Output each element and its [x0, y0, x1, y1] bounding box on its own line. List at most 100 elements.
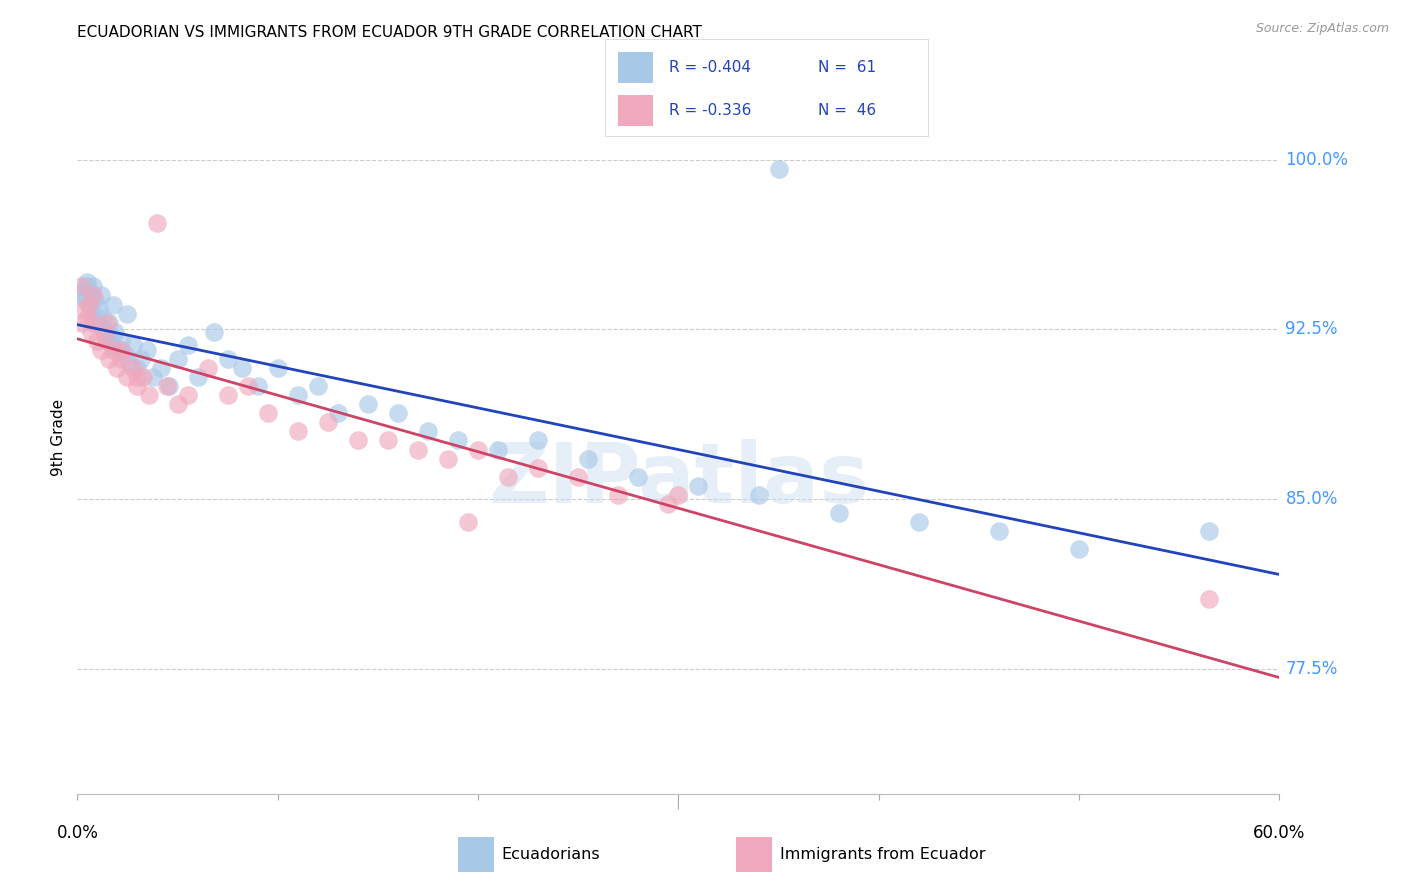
Point: [627, 469, 650, 483]
Point: [357, 397, 380, 411]
Point: [156, 379, 179, 393]
Text: 100.0%: 100.0%: [1285, 151, 1348, 169]
Point: [98, 351, 121, 366]
Point: [90, 343, 112, 357]
Point: [159, 379, 181, 393]
Point: [132, 370, 155, 384]
Point: [76, 279, 98, 293]
Point: [70, 279, 93, 293]
Point: [110, 343, 132, 357]
Point: [527, 434, 550, 448]
Point: [316, 415, 339, 429]
Text: 0.0%: 0.0%: [56, 824, 98, 842]
Point: [176, 388, 198, 402]
Point: [217, 351, 239, 366]
Point: [146, 216, 169, 230]
Bar: [737, 838, 772, 871]
Point: [110, 334, 132, 348]
Point: [447, 434, 470, 448]
Point: [75, 293, 97, 307]
Text: 60.0%: 60.0%: [1253, 824, 1306, 842]
Point: [287, 388, 309, 402]
Bar: [617, 95, 652, 126]
Point: [176, 338, 198, 352]
Point: [86, 316, 108, 330]
Point: [96, 334, 118, 348]
Point: [256, 406, 278, 420]
Point: [94, 329, 117, 343]
Point: [80, 325, 103, 339]
Point: [267, 361, 290, 376]
Point: [908, 515, 931, 529]
Point: [70, 288, 93, 302]
Point: [657, 497, 679, 511]
Point: [98, 316, 121, 330]
Point: [114, 347, 136, 361]
Point: [287, 425, 309, 439]
Point: [96, 316, 118, 330]
Point: [231, 361, 253, 376]
Point: [104, 325, 127, 339]
Point: [76, 275, 98, 289]
Point: [1069, 542, 1091, 557]
Point: [828, 506, 851, 520]
Point: [457, 515, 479, 529]
Point: [668, 488, 690, 502]
Point: [377, 434, 399, 448]
Point: [307, 379, 329, 393]
Point: [567, 469, 589, 483]
Point: [127, 379, 149, 393]
Point: [122, 361, 145, 376]
Point: [236, 379, 259, 393]
Point: [131, 351, 153, 366]
Point: [122, 338, 145, 352]
Point: [527, 460, 550, 475]
Point: [82, 307, 104, 321]
Point: [72, 284, 94, 298]
Point: [75, 302, 97, 317]
Text: 92.5%: 92.5%: [1285, 320, 1339, 338]
Text: ZIPatlas: ZIPatlas: [488, 440, 869, 520]
Point: [103, 343, 125, 357]
Point: [150, 361, 173, 376]
Point: [79, 297, 101, 311]
Point: [387, 406, 409, 420]
Point: [748, 488, 770, 502]
Point: [326, 406, 349, 420]
Text: 85.0%: 85.0%: [1285, 491, 1339, 508]
Text: Immigrants from Ecuador: Immigrants from Ecuador: [780, 847, 986, 862]
Point: [117, 370, 139, 384]
Point: [197, 361, 219, 376]
Point: [118, 356, 141, 370]
Point: [94, 325, 117, 339]
Point: [142, 370, 165, 384]
Point: [103, 297, 125, 311]
Point: [202, 325, 225, 339]
Y-axis label: 9th Grade: 9th Grade: [51, 399, 66, 475]
Point: [1198, 592, 1220, 607]
Point: [103, 338, 125, 352]
Point: [79, 297, 101, 311]
Point: [688, 479, 710, 493]
Bar: [458, 838, 494, 871]
Point: [406, 442, 429, 457]
Text: 77.5%: 77.5%: [1285, 660, 1339, 678]
Text: N =  61: N = 61: [818, 60, 876, 75]
Text: N =  46: N = 46: [818, 103, 876, 118]
Point: [70, 316, 93, 330]
Point: [347, 434, 370, 448]
Point: [90, 288, 112, 302]
Point: [166, 351, 188, 366]
Point: [186, 370, 209, 384]
Point: [437, 451, 460, 466]
Point: [86, 334, 108, 348]
Point: [136, 343, 159, 357]
Point: [84, 293, 107, 307]
Point: [89, 302, 111, 317]
Point: [76, 311, 98, 326]
Text: ECUADORIAN VS IMMIGRANTS FROM ECUADOR 9TH GRADE CORRELATION CHART: ECUADORIAN VS IMMIGRANTS FROM ECUADOR 9T…: [77, 25, 702, 40]
Point: [82, 316, 104, 330]
Bar: [617, 52, 652, 83]
Point: [110, 351, 132, 366]
Point: [93, 311, 115, 326]
